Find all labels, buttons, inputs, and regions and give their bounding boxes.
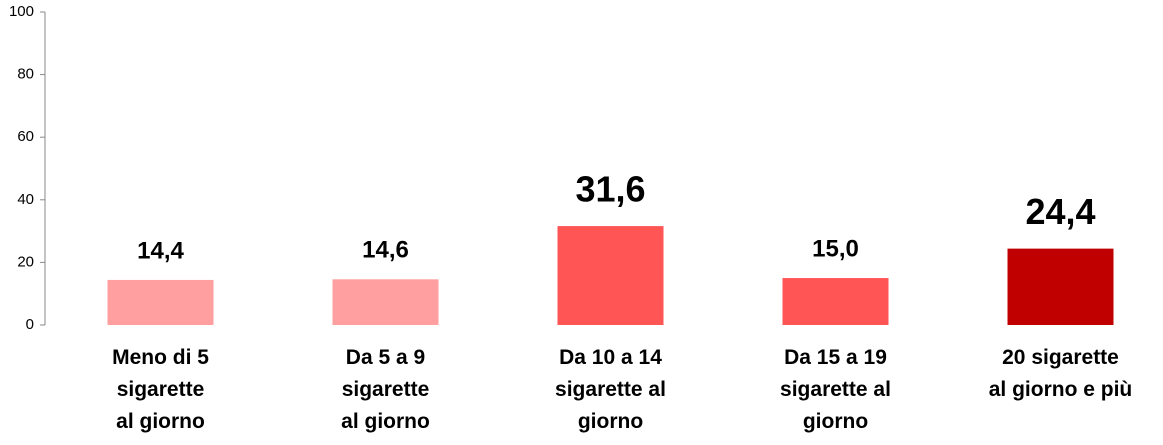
x-tick-label: Meno di 5 sigarette al giorno [112,346,209,433]
x-tick-label: Da 5 a 9 sigarette al giorno [341,346,430,433]
y-tick-label: 20 [17,253,34,270]
value-label: 14,6 [362,237,409,264]
y-tick-label: 0 [26,316,34,333]
x-tick-label: Da 10 a 14 sigarette al giorno [555,346,666,433]
x-tick-label: Da 15 a 19 sigarette al giorno [780,346,891,433]
value-label: 15,0 [812,235,859,262]
y-tick-label: 60 [17,128,34,145]
y-tick-label: 100 [9,3,34,20]
value-label: 14,4 [137,237,184,264]
bar [557,226,664,325]
value-label: 24,4 [1025,191,1095,232]
bar [782,278,889,325]
y-tick-label: 80 [17,66,34,83]
value-label: 31,6 [575,169,645,210]
bar [107,279,214,325]
x-tick-label: 20 sigarette al giorno e più [989,346,1133,401]
bar [332,279,439,325]
y-tick-label: 40 [17,191,34,208]
bar [1007,248,1114,325]
